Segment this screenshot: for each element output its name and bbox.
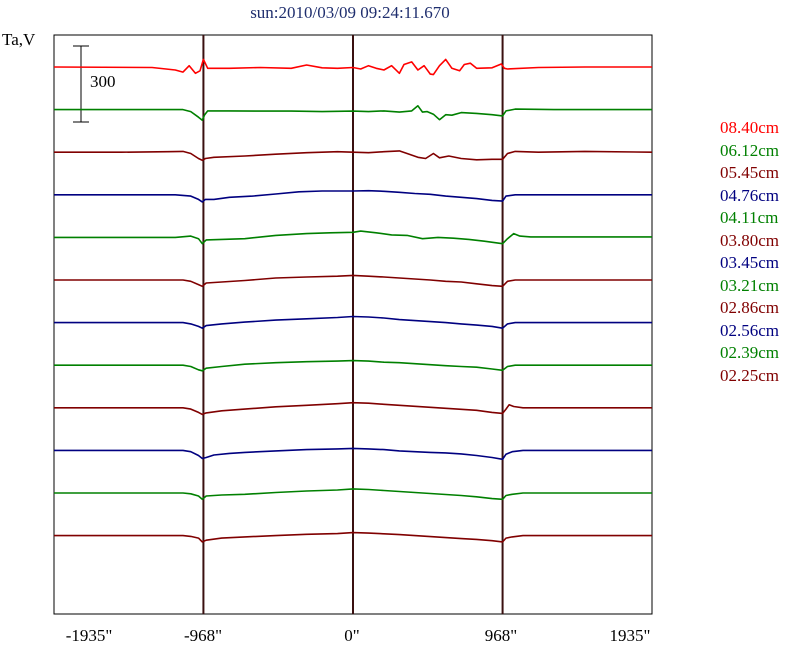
series-line-02.86cm — [54, 401, 652, 416]
series-line-04.76cm — [54, 189, 652, 203]
x-tick-label: -968" — [183, 626, 223, 645]
series-line-05.45cm — [54, 150, 653, 162]
legend-entry: 08.40cm — [720, 118, 780, 137]
series-line-02.56cm — [54, 447, 652, 461]
legend-entry: 02.86cm — [720, 298, 780, 317]
series-line-02.39cm — [54, 488, 652, 501]
series-line-03.21cm — [54, 359, 652, 372]
series-line-06.12cm — [54, 105, 652, 121]
chart-title: sun:2010/03/09 09:24:11.670 — [250, 3, 450, 22]
legend-entry: 03.45cm — [720, 253, 780, 272]
scale-bar-label: 300 — [90, 72, 116, 91]
series-line-08.40cm — [53, 58, 652, 76]
x-tick-label: 968" — [484, 626, 518, 645]
series-line-02.25cm — [54, 531, 652, 543]
legend-entry: 05.45cm — [720, 163, 780, 182]
series-line-03.45cm — [54, 315, 652, 329]
legend: 08.40cm 06.12cm 05.45cm 04.76cm 04.11cm 03.80… — [720, 117, 779, 387]
legend-entry: 02.56cm — [720, 320, 780, 340]
x-tick-label: 0" — [344, 626, 360, 645]
legend-entry: 04.11cm — [720, 208, 779, 227]
legend-entry: 06.12cm — [720, 140, 780, 160]
y-axis-label: Ta,V — [2, 30, 36, 49]
legend-entry: 03.80cm — [720, 230, 780, 250]
legend-entry: 03.21cm — [720, 275, 780, 295]
x-tick-label: -1935" — [65, 626, 113, 645]
x-tick-label: 1935" — [609, 626, 651, 645]
legend-entry: 02.39cm — [720, 343, 780, 362]
series-line-03.80cm — [54, 274, 652, 288]
legend-entry: 04.76cm — [720, 185, 780, 205]
series-line-04.11cm — [54, 230, 652, 245]
legend-entry: 02.25cm — [720, 365, 780, 385]
